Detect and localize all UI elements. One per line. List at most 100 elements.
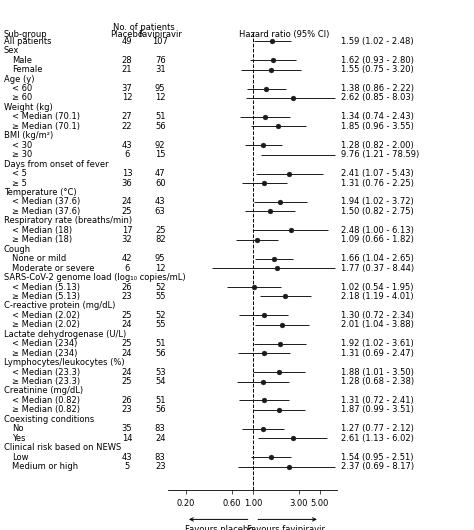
Text: SARS-CoV-2 genome load (log₁₀ copies/mL): SARS-CoV-2 genome load (log₁₀ copies/mL)	[4, 273, 185, 282]
Text: ≥ 5: ≥ 5	[12, 179, 27, 188]
Text: 43: 43	[122, 453, 132, 462]
Text: 63: 63	[155, 207, 165, 216]
Text: 1.30 (0.72 - 2.34): 1.30 (0.72 - 2.34)	[341, 311, 414, 320]
Text: 1.85 (0.96 - 3.55): 1.85 (0.96 - 3.55)	[341, 122, 414, 131]
Text: 15: 15	[155, 150, 165, 159]
Text: 2.62 (0.85 - 8.03): 2.62 (0.85 - 8.03)	[341, 93, 414, 102]
Text: Favipiravir: Favipiravir	[138, 30, 182, 39]
Text: 76: 76	[155, 56, 165, 65]
Text: 2.37 (0.69 - 8.17): 2.37 (0.69 - 8.17)	[341, 462, 414, 471]
Text: < Median (18): < Median (18)	[12, 226, 73, 235]
Text: 13: 13	[122, 169, 132, 178]
Text: 83: 83	[155, 425, 165, 434]
Text: 42: 42	[122, 254, 132, 263]
Text: 25: 25	[122, 311, 132, 320]
Text: 2.48 (1.00 - 6.13): 2.48 (1.00 - 6.13)	[341, 226, 414, 235]
Text: Clinical risk based on NEWS: Clinical risk based on NEWS	[4, 443, 121, 452]
Text: 24: 24	[122, 320, 132, 329]
Text: 14: 14	[122, 434, 132, 443]
Text: 35: 35	[122, 425, 132, 434]
Text: 1.77 (0.37 - 8.44): 1.77 (0.37 - 8.44)	[341, 263, 414, 272]
Text: 47: 47	[155, 169, 165, 178]
Text: ≥ 60: ≥ 60	[12, 93, 33, 102]
Text: 2.41 (1.07 - 5.43): 2.41 (1.07 - 5.43)	[341, 169, 414, 178]
Text: 1.54 (0.95 - 2.51): 1.54 (0.95 - 2.51)	[341, 453, 414, 462]
Text: < Median (5.13): < Median (5.13)	[12, 282, 80, 292]
Text: 1.62 (0.93 - 2.80): 1.62 (0.93 - 2.80)	[341, 56, 414, 65]
Text: 53: 53	[155, 368, 165, 377]
Text: < 60: < 60	[12, 84, 33, 93]
Text: ≥ Median (2.02): ≥ Median (2.02)	[12, 320, 80, 329]
Text: 92: 92	[155, 141, 165, 150]
Text: 36: 36	[122, 179, 132, 188]
Text: Low: Low	[12, 453, 29, 462]
Text: 43: 43	[155, 198, 165, 207]
Text: Favours placebo: Favours placebo	[185, 526, 254, 530]
Text: 26: 26	[122, 396, 132, 405]
Text: 55: 55	[155, 292, 165, 301]
Text: 2.61 (1.13 - 6.02): 2.61 (1.13 - 6.02)	[341, 434, 414, 443]
Text: 54: 54	[155, 377, 165, 386]
Text: Sub-group: Sub-group	[4, 30, 47, 39]
Text: Favours favipiravir: Favours favipiravir	[247, 526, 325, 530]
Text: 1.09 (0.66 - 1.82): 1.09 (0.66 - 1.82)	[341, 235, 414, 244]
Text: ≥ Median (234): ≥ Median (234)	[12, 349, 78, 358]
Text: 23: 23	[122, 292, 132, 301]
Text: < Median (2.02): < Median (2.02)	[12, 311, 80, 320]
Text: BMI (kg/m²): BMI (kg/m²)	[4, 131, 53, 140]
Text: 1.34 (0.74 - 2.43): 1.34 (0.74 - 2.43)	[341, 112, 414, 121]
Text: Moderate or severe: Moderate or severe	[12, 263, 95, 272]
Text: 17: 17	[122, 226, 132, 235]
Text: 51: 51	[155, 112, 165, 121]
Text: 24: 24	[122, 349, 132, 358]
Text: 1.31 (0.69 - 2.47): 1.31 (0.69 - 2.47)	[341, 349, 414, 358]
Text: 27: 27	[122, 112, 132, 121]
Text: 52: 52	[155, 311, 165, 320]
Text: < Median (70.1): < Median (70.1)	[12, 112, 80, 121]
Text: Creatinine (mg/dL): Creatinine (mg/dL)	[4, 386, 83, 395]
Text: Female: Female	[12, 65, 43, 74]
Text: Placebo: Placebo	[110, 30, 144, 39]
Text: 24: 24	[155, 434, 165, 443]
Text: 55: 55	[155, 320, 165, 329]
Text: 24: 24	[122, 198, 132, 207]
Text: 1.94 (1.02 - 3.72): 1.94 (1.02 - 3.72)	[341, 198, 414, 207]
Text: Lymphocytes/leukocytes (%): Lymphocytes/leukocytes (%)	[4, 358, 124, 367]
Text: 49: 49	[122, 37, 132, 46]
Text: ≥ Median (0.82): ≥ Median (0.82)	[12, 405, 80, 414]
Text: 56: 56	[155, 122, 165, 131]
Text: 1.88 (1.01 - 3.50): 1.88 (1.01 - 3.50)	[341, 368, 414, 377]
Text: Days from onset of fever: Days from onset of fever	[4, 160, 109, 169]
Text: < 5: < 5	[12, 169, 27, 178]
Text: Hazard ratio (95% CI): Hazard ratio (95% CI)	[239, 30, 329, 39]
Text: 25: 25	[122, 339, 132, 348]
Text: 1.28 (0.68 - 2.38): 1.28 (0.68 - 2.38)	[341, 377, 414, 386]
Text: 32: 32	[122, 235, 132, 244]
Text: 23: 23	[155, 462, 165, 471]
Text: 25: 25	[155, 226, 165, 235]
Text: 25: 25	[122, 377, 132, 386]
Text: 28: 28	[122, 56, 132, 65]
Text: 2.18 (1.19 - 4.01): 2.18 (1.19 - 4.01)	[341, 292, 414, 301]
Text: 52: 52	[155, 282, 165, 292]
Text: 43: 43	[122, 141, 132, 150]
Text: < 30: < 30	[12, 141, 33, 150]
Text: 21: 21	[122, 65, 132, 74]
Text: Cough: Cough	[4, 245, 31, 254]
Text: 1.27 (0.77 - 2.12): 1.27 (0.77 - 2.12)	[341, 425, 414, 434]
Text: Sex: Sex	[4, 46, 19, 55]
Text: 83: 83	[155, 453, 165, 462]
Text: 1.92 (1.02 - 3.61): 1.92 (1.02 - 3.61)	[341, 339, 414, 348]
Text: Temperature (°C): Temperature (°C)	[4, 188, 76, 197]
Text: 6: 6	[124, 150, 130, 159]
Text: 37: 37	[122, 84, 132, 93]
Text: 26: 26	[122, 282, 132, 292]
Text: Coexisting conditions: Coexisting conditions	[4, 415, 94, 424]
Text: 1.38 (0.86 - 2.22): 1.38 (0.86 - 2.22)	[341, 84, 414, 93]
Text: ≥ Median (18): ≥ Median (18)	[12, 235, 73, 244]
Text: Age (y): Age (y)	[4, 75, 34, 84]
Text: 23: 23	[122, 405, 132, 414]
Text: 31: 31	[155, 65, 165, 74]
Text: 5: 5	[124, 462, 130, 471]
Text: < Median (23.3): < Median (23.3)	[12, 368, 81, 377]
